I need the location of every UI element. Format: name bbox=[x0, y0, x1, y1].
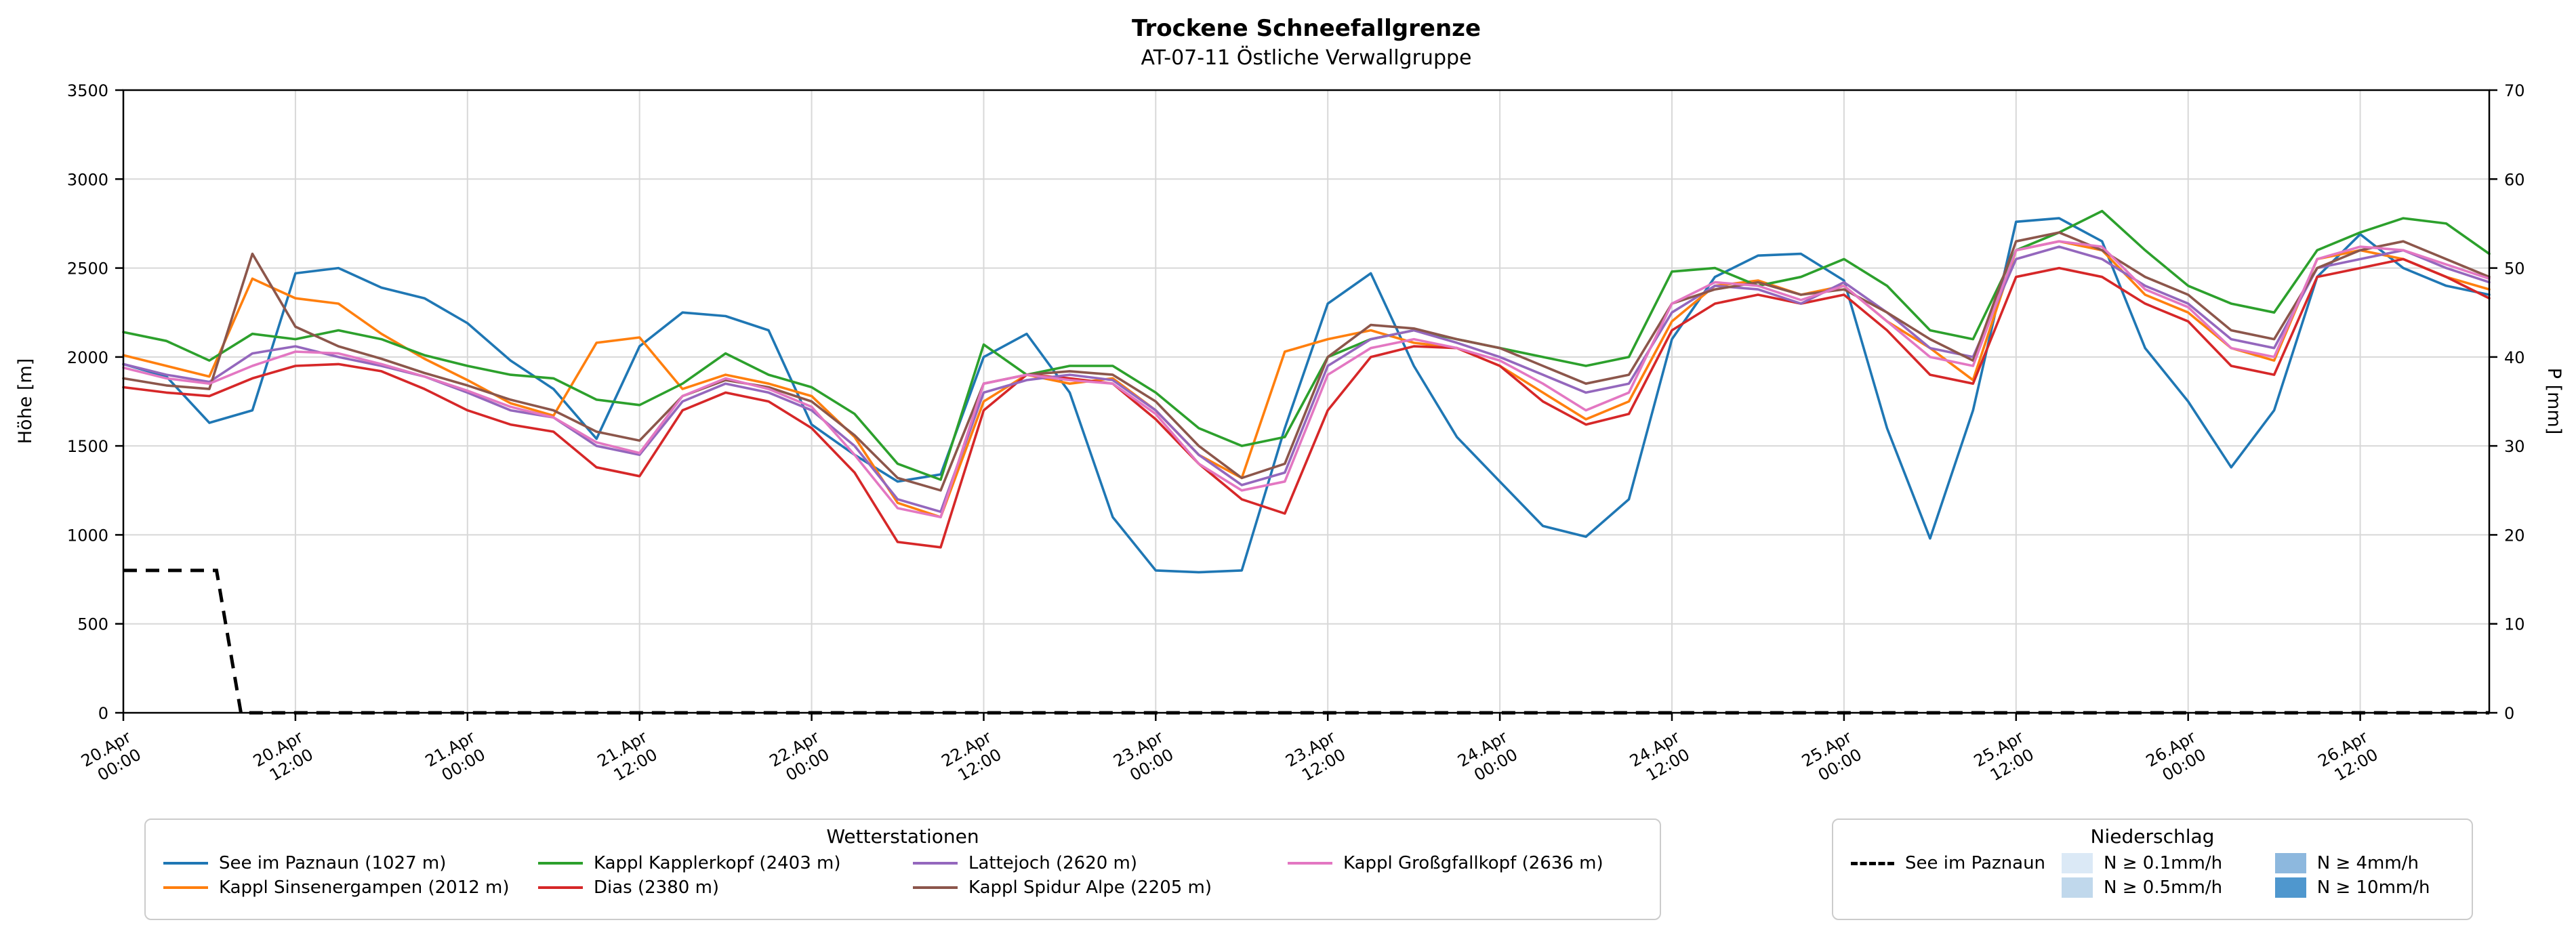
svg-text:0: 0 bbox=[98, 704, 108, 723]
line-swatch-lattejoch bbox=[913, 862, 958, 865]
legend-stations-grid: See im Paznaun (1027 m) Kappl Sinsenerga… bbox=[163, 853, 1642, 898]
svg-text:21.Apr00:00: 21.Apr00:00 bbox=[422, 727, 489, 788]
precip-patch-0-5-swatch bbox=[2062, 877, 2093, 898]
line-swatch-see-im-paznaun bbox=[163, 862, 208, 865]
svg-text:25.Apr12:00: 25.Apr12:00 bbox=[1971, 727, 2037, 788]
svg-text:2000: 2000 bbox=[67, 348, 108, 367]
series-line-6 bbox=[122, 240, 2491, 519]
legend-label: Dias (2380 m) bbox=[594, 877, 720, 898]
precip-dashed-line bbox=[123, 568, 2489, 715]
chart-svg: 20.Apr00:00 20.Apr12:00 21.Apr00:00 21.Apr1… bbox=[15, 81, 2564, 788]
legend-label: See im Paznaun (1027 m) bbox=[219, 853, 447, 873]
series-line-1 bbox=[122, 240, 2491, 519]
legend-item-kappl-sinsenergampen: Kappl Sinsenergampen (2012 m) bbox=[163, 877, 518, 898]
chart-subtitle: AT-07-11 Östliche Verwallgruppe bbox=[1141, 46, 1472, 70]
svg-text:21.Apr12:00: 21.Apr12:00 bbox=[594, 727, 661, 788]
legend-item-lattejoch: Lattejoch (2620 m) bbox=[913, 853, 1267, 873]
legend-item-n-10: N ≥ 10mm/h bbox=[2274, 877, 2454, 898]
line-swatch-kappl-grossgfallkopf bbox=[1288, 862, 1332, 865]
line-swatch-kappl-kapplerkopf bbox=[538, 862, 583, 865]
legend-stations-title: Wetterstationen bbox=[826, 825, 979, 848]
svg-text:24.Apr12:00: 24.Apr12:00 bbox=[1627, 727, 1693, 788]
svg-text:23.Apr00:00: 23.Apr00:00 bbox=[1110, 727, 1177, 788]
svg-text:2500: 2500 bbox=[67, 260, 108, 278]
legend-spacer bbox=[1851, 877, 2045, 898]
precip-patch-10-swatch bbox=[2274, 877, 2306, 898]
svg-text:3000: 3000 bbox=[67, 170, 108, 189]
legend-label: N ≥ 10mm/h bbox=[2316, 877, 2430, 898]
legend-item-dias: Dias (2380 m) bbox=[538, 877, 893, 898]
legend-item-n-0-5: N ≥ 0.5mm/h bbox=[2062, 877, 2259, 898]
precip-patch-4-swatch bbox=[2274, 853, 2306, 873]
svg-text:0: 0 bbox=[2504, 704, 2514, 723]
svg-text:22.Apr00:00: 22.Apr00:00 bbox=[766, 727, 833, 788]
legend-label: Kappl Sinsenergampen (2012 m) bbox=[219, 877, 510, 898]
legend-label: See im Paznaun bbox=[1905, 853, 2046, 873]
series-line-5 bbox=[122, 231, 2491, 492]
svg-text:1000: 1000 bbox=[67, 526, 108, 545]
legend-item-kappl-kapplerkopf: Kappl Kapplerkopf (2403 m) bbox=[538, 853, 893, 873]
svg-text:3500: 3500 bbox=[67, 81, 108, 100]
legend-label: N ≥ 0.5mm/h bbox=[2104, 877, 2223, 898]
legend-item-precip-see-im-paznaun: See im Paznaun bbox=[1851, 853, 2045, 873]
legend-wetterstationen: Wetterstationen See im Paznaun (1027 m) … bbox=[144, 818, 1661, 920]
series-line-2 bbox=[122, 209, 2491, 481]
legend-precip-grid: See im Paznaun N ≥ 0.1mm/h N ≥ 0.5mm/h N… bbox=[1851, 853, 2454, 898]
svg-text:500: 500 bbox=[77, 615, 108, 634]
svg-text:26.Apr12:00: 26.Apr12:00 bbox=[2315, 727, 2381, 788]
svg-text:22.Apr12:00: 22.Apr12:00 bbox=[938, 727, 1004, 788]
line-swatch-kappl-sinsenergampen bbox=[163, 886, 208, 889]
line-swatch-dias bbox=[538, 886, 583, 889]
series-line-3 bbox=[122, 257, 2491, 549]
y-axis-label-left: Höhe [m] bbox=[15, 358, 36, 444]
svg-text:20.Apr00:00: 20.Apr00:00 bbox=[78, 727, 144, 788]
legend-item-kappl-spidur-alpe: Kappl Spidur Alpe (2205 m) bbox=[913, 877, 1267, 898]
svg-text:40: 40 bbox=[2504, 348, 2525, 367]
legend-item-see-im-paznaun: See im Paznaun (1027 m) bbox=[163, 853, 518, 873]
svg-text:20: 20 bbox=[2504, 526, 2525, 545]
legend-label: Kappl Großgfallkopf (2636 m) bbox=[1343, 853, 1603, 873]
legend-precip-title: Niederschlag bbox=[2090, 825, 2215, 848]
series-line-4 bbox=[122, 245, 2491, 514]
legend-label: Kappl Spidur Alpe (2205 m) bbox=[968, 877, 1212, 898]
precip-patch-0-1-swatch bbox=[2062, 853, 2093, 873]
svg-text:50: 50 bbox=[2504, 260, 2525, 278]
chart-plot-area: 20.Apr00:00 20.Apr12:00 21.Apr00:00 21.Apr1… bbox=[67, 81, 2525, 788]
line-swatch-kappl-spidur-alpe bbox=[913, 886, 958, 889]
svg-text:10: 10 bbox=[2504, 615, 2525, 634]
legend-item-n-0-1: N ≥ 0.1mm/h bbox=[2062, 853, 2259, 873]
svg-text:60: 60 bbox=[2504, 170, 2525, 189]
legend-niederschlag: Niederschlag See im Paznaun N ≥ 0.1mm/h … bbox=[1832, 818, 2473, 920]
dashed-line-swatch bbox=[1851, 861, 1894, 865]
svg-text:23.Apr12:00: 23.Apr12:00 bbox=[1282, 727, 1349, 788]
legend-label: N ≥ 4mm/h bbox=[2316, 853, 2419, 873]
svg-text:70: 70 bbox=[2504, 81, 2525, 100]
svg-text:25.Apr00:00: 25.Apr00:00 bbox=[1799, 727, 1865, 788]
svg-text:30: 30 bbox=[2504, 437, 2525, 456]
svg-text:1500: 1500 bbox=[67, 437, 108, 456]
svg-text:26.Apr00:00: 26.Apr00:00 bbox=[2143, 727, 2209, 788]
chart-title: Trockene Schneefallgrenze bbox=[1131, 15, 1481, 42]
legend-item-n-4: N ≥ 4mm/h bbox=[2274, 853, 2454, 873]
legend-label: N ≥ 0.1mm/h bbox=[2104, 853, 2223, 873]
svg-text:20.Apr12:00: 20.Apr12:00 bbox=[250, 727, 316, 788]
legend-item-kappl-grossgfallkopf: Kappl Großgfallkopf (2636 m) bbox=[1288, 853, 1642, 873]
y-axis-label-right: P [mm] bbox=[2543, 368, 2564, 435]
legend-label: Lattejoch (2620 m) bbox=[968, 853, 1138, 873]
legend-label: Kappl Kapplerkopf (2403 m) bbox=[594, 853, 841, 873]
series-line-0 bbox=[122, 217, 2491, 574]
svg-text:24.Apr00:00: 24.Apr00:00 bbox=[1454, 727, 1521, 788]
